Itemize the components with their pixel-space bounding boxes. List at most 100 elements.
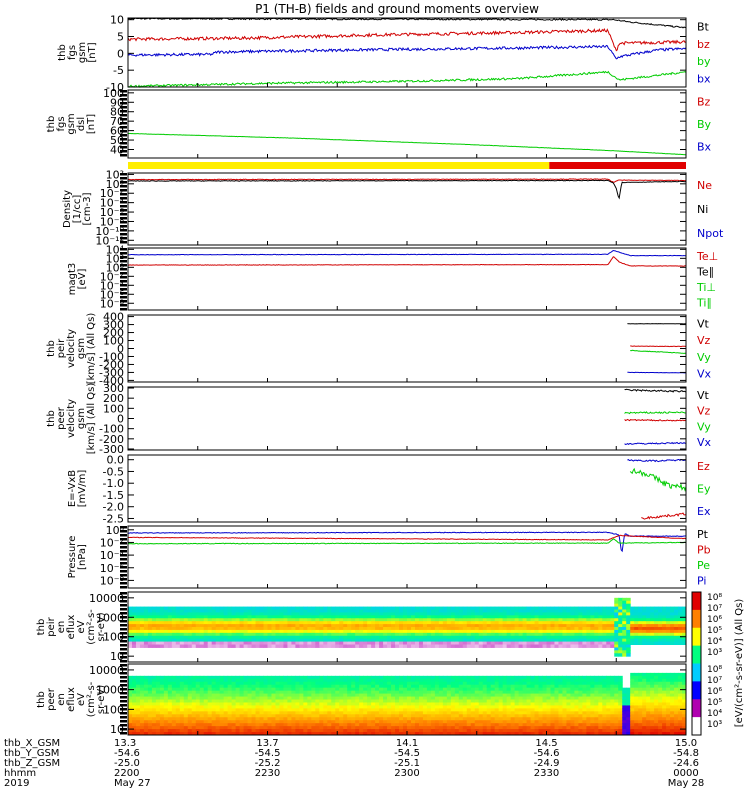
spectrogram-cell (327, 612, 332, 616)
spectrogram-cell (622, 597, 627, 602)
spectrogram-cell (187, 714, 193, 718)
spectrogram-cell (466, 717, 472, 721)
spectrogram-cell (666, 638, 671, 643)
spectrogram-cell (203, 681, 209, 686)
spectrogram-cell (371, 615, 376, 619)
spectrogram-cell (307, 618, 312, 622)
spectrogram-cell (518, 699, 524, 703)
spectrogram-cell (171, 732, 177, 736)
spectrogram-cell (558, 684, 563, 689)
spectrogram-cell (307, 641, 312, 645)
spectrogram-cell (606, 644, 611, 648)
spectrogram-cell (606, 702, 611, 706)
spectrogram-cell (646, 711, 651, 715)
spectrogram-cell (418, 711, 424, 715)
spectrogram-cell (586, 641, 591, 645)
spectrogram-cell (430, 612, 436, 616)
spectrogram-cell (570, 696, 575, 700)
spectrogram-cell (347, 708, 352, 712)
spectrogram-cell (514, 627, 520, 631)
spectrogram-cell (490, 681, 496, 686)
spectrogram-cell (131, 629, 137, 634)
spectrogram-cell (510, 624, 516, 628)
spectrogram-cell (343, 729, 348, 733)
spectrogram-cell (410, 720, 416, 724)
spectrogram-cell (199, 615, 205, 619)
spectrogram-cell (590, 644, 595, 648)
spectrogram-cell (610, 723, 615, 727)
spectrogram-cell (414, 690, 420, 695)
spectrogram-cell (319, 641, 324, 645)
spectrogram-cell (418, 714, 424, 718)
spectrogram-cell (291, 714, 296, 718)
spectrogram-cell (542, 696, 547, 700)
spectrogram-cell (383, 644, 388, 648)
spectrogram-cell (203, 627, 209, 631)
spectrogram-cell (367, 624, 372, 628)
spectrogram-cell (550, 632, 555, 637)
spectrogram-cell (506, 641, 512, 645)
spectrogram-cell (554, 684, 559, 689)
spectrogram-cell (610, 678, 615, 683)
spectrogram-cell (283, 621, 288, 625)
spectrogram-cell (203, 693, 209, 698)
spectrogram-cell (434, 699, 440, 703)
spectrogram-cell (367, 678, 372, 683)
spectrogram-cell (267, 720, 272, 724)
spectrogram-cell (678, 641, 683, 645)
spectrogram-cell (594, 720, 599, 724)
spectrogram-cell (602, 693, 607, 698)
spectrogram-cell (466, 729, 472, 733)
spectrogram-cell (470, 615, 476, 619)
spectrogram-cell (430, 621, 436, 625)
spectrogram-cell (574, 609, 579, 613)
spectrogram-cell (359, 729, 364, 733)
spectrogram-cell (646, 638, 651, 643)
spectrogram-cell (231, 644, 237, 648)
spectrogram-cell (442, 711, 448, 715)
spectrogram-cell (303, 729, 308, 733)
spectrogram-cell (215, 681, 221, 686)
spectrogram-cell (175, 678, 181, 683)
spectrogram-cell (470, 681, 476, 686)
spectrogram-cell (187, 717, 193, 721)
spectrogram-cell (155, 606, 161, 610)
spectrogram-cell (215, 702, 221, 706)
spectrogram-cell (195, 708, 201, 712)
spectrogram-cell (598, 627, 603, 631)
spectrogram-cell (343, 632, 348, 637)
spectrogram-cell (462, 618, 468, 622)
spectrogram-cell (175, 621, 181, 625)
spectrogram-cell (470, 699, 476, 703)
spectrogram-cell (630, 629, 635, 634)
spectrogram-cell (287, 638, 292, 643)
spectrogram-cell (147, 687, 153, 692)
spectrogram-cell (542, 612, 547, 616)
spectrogram-cell (606, 624, 611, 628)
spectrogram-cell (494, 726, 500, 730)
spectrogram-cell (355, 723, 360, 727)
spectrogram-cell (283, 726, 288, 730)
spectrogram-cell (391, 681, 396, 686)
spectrogram-cell (363, 708, 368, 712)
spectrogram-cell (454, 621, 460, 625)
spectrogram-cell (606, 708, 611, 712)
spectrogram-cell (307, 678, 312, 683)
spectrogram-cell (666, 632, 671, 637)
spectrogram-cell (490, 615, 496, 619)
spectrogram-cell (518, 606, 524, 610)
spectrogram-cell (407, 717, 412, 721)
spectrogram-cell (430, 681, 436, 686)
spectrogram-cell (191, 708, 197, 712)
spectrogram-cell (399, 675, 404, 680)
spectrogram-cell (167, 693, 173, 698)
spectrogram-cell (534, 681, 540, 686)
spectrogram-cell (638, 717, 643, 721)
spectrogram-cell (502, 723, 508, 727)
spectrogram-cell (235, 702, 241, 706)
spectrogram-cell (510, 612, 516, 616)
spectrogram-cell (554, 609, 559, 613)
spectrogram-cell (199, 693, 205, 698)
spectrogram-cell (295, 624, 300, 628)
spectrogram-cell (614, 609, 619, 613)
